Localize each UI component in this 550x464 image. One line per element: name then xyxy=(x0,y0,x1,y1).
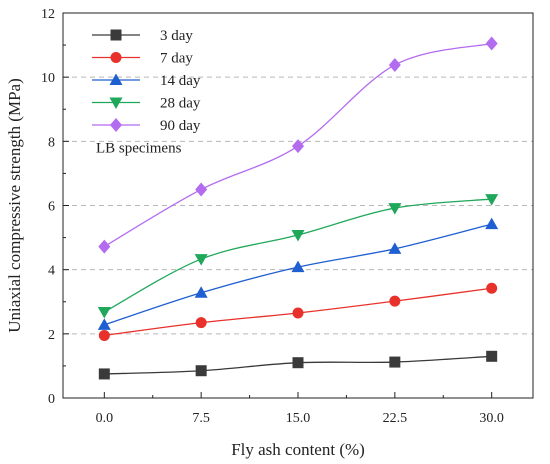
series-line-28-day xyxy=(104,198,492,313)
y-tick-label: 0 xyxy=(48,392,55,407)
y-tick-label: 2 xyxy=(48,328,55,343)
data-point xyxy=(292,357,304,369)
data-point xyxy=(195,317,207,329)
x-tick-label: 15.0 xyxy=(286,411,311,426)
data-point xyxy=(388,242,402,254)
legend-marker-7-day xyxy=(110,52,122,63)
y-tick-label: 6 xyxy=(48,200,55,215)
data-point xyxy=(195,365,207,377)
legend-marker-90-day xyxy=(110,118,122,132)
y-axis-title: Uniaxial compressive strength (MPa) xyxy=(5,78,24,332)
data-point xyxy=(98,239,111,254)
data-point xyxy=(98,329,110,341)
series-group xyxy=(97,36,499,380)
series-3-day xyxy=(98,350,498,380)
series-90-day xyxy=(98,36,498,254)
legend-label-14-day: 14 day xyxy=(160,73,201,89)
legend-marker-14-day xyxy=(109,73,123,85)
legend-label-28-day: 28 day xyxy=(160,96,201,112)
x-axis: 0.0 7.5 15.0 22.5 30.0 xyxy=(96,392,504,426)
data-point xyxy=(388,57,401,72)
data-point xyxy=(98,368,110,380)
data-point xyxy=(291,230,305,242)
data-point xyxy=(486,282,498,294)
data-point xyxy=(292,307,304,319)
series-14-day xyxy=(97,217,499,330)
data-point xyxy=(485,36,498,51)
y-tick-label: 12 xyxy=(41,7,55,22)
series-28-day xyxy=(97,194,499,319)
x-tick-label: 22.5 xyxy=(383,411,408,426)
legend-marker-28-day xyxy=(109,97,123,109)
data-point xyxy=(291,260,305,273)
data-point xyxy=(388,203,402,215)
data-point xyxy=(292,139,304,154)
y-tick-label: 4 xyxy=(48,264,55,279)
data-point xyxy=(485,194,499,206)
y-tick-label: 10 xyxy=(41,71,55,86)
data-point xyxy=(195,182,208,197)
data-point xyxy=(389,356,401,368)
data-point xyxy=(486,350,498,362)
x-tick-label: 7.5 xyxy=(192,411,210,426)
legend-marker-3-day xyxy=(110,29,122,41)
x-axis-title: Fly ash content (%) xyxy=(231,440,365,459)
data-point xyxy=(194,254,208,266)
data-point xyxy=(97,307,111,319)
x-tick-label: 0.0 xyxy=(96,411,114,426)
series-7-day xyxy=(98,282,498,341)
legend: 3 day 7 day 14 day 28 day 90 day xyxy=(92,28,201,134)
y-axis: 0 2 4 6 8 10 12 xyxy=(41,7,69,407)
data-point xyxy=(194,286,208,298)
legend-label-7-day: 7 day xyxy=(160,51,193,67)
data-point xyxy=(97,318,111,330)
y-tick-label: 8 xyxy=(48,135,55,150)
data-point xyxy=(485,217,499,230)
legend-label-90-day: 90 day xyxy=(160,118,201,134)
data-point xyxy=(389,295,401,307)
x-tick-label: 30.0 xyxy=(479,411,504,426)
legend-label-3-day: 3 day xyxy=(160,28,193,44)
specimen-annotation: LB specimens xyxy=(96,141,182,157)
